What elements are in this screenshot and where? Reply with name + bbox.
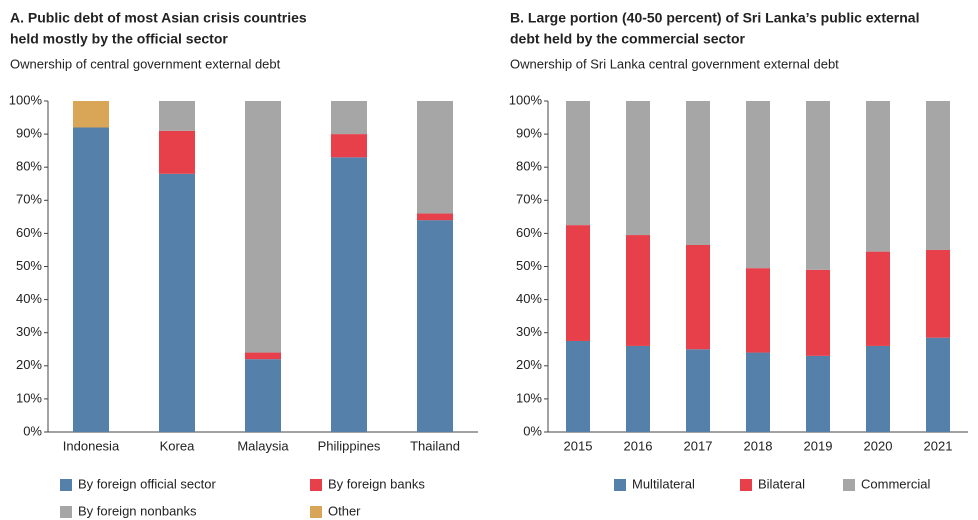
legend-swatch bbox=[60, 506, 72, 518]
y-tick-label: 0% bbox=[23, 423, 42, 438]
y-tick-label: 60% bbox=[516, 225, 542, 240]
legend-label: Bilateral bbox=[758, 476, 805, 491]
x-tick-label: Indonesia bbox=[63, 438, 120, 453]
bar-segment bbox=[806, 101, 830, 270]
bar-segment bbox=[331, 157, 367, 432]
x-tick-label: 2016 bbox=[624, 438, 653, 453]
bar-segment bbox=[566, 340, 590, 432]
y-tick-label: 30% bbox=[516, 324, 542, 339]
legend-swatch bbox=[60, 479, 72, 491]
bar-segment bbox=[806, 269, 830, 356]
y-tick-label: 40% bbox=[516, 291, 542, 306]
bar-segment bbox=[746, 268, 770, 353]
legend-label: Other bbox=[328, 503, 361, 518]
legend-swatch bbox=[843, 479, 855, 491]
y-tick-label: 30% bbox=[16, 324, 42, 339]
bar-segment bbox=[417, 101, 453, 214]
bar-segment bbox=[926, 249, 950, 338]
y-tick-label: 100% bbox=[9, 92, 43, 107]
bar-segment bbox=[926, 337, 950, 432]
bar-segment bbox=[746, 352, 770, 432]
bar-segment bbox=[566, 101, 590, 226]
bar-segment bbox=[866, 345, 890, 432]
y-tick-label: 50% bbox=[16, 258, 42, 273]
y-tick-label: 0% bbox=[523, 423, 542, 438]
legend-label: By foreign nonbanks bbox=[78, 503, 197, 518]
bar-segment bbox=[331, 101, 367, 135]
y-tick-label: 40% bbox=[16, 291, 42, 306]
bar-segment bbox=[686, 101, 710, 245]
bar-segment bbox=[73, 101, 109, 128]
chart-subtitle: Ownership of central government external… bbox=[10, 56, 281, 71]
x-tick-label: Malaysia bbox=[237, 438, 289, 453]
chart-subtitle: Ownership of Sri Lanka central governmen… bbox=[510, 56, 839, 71]
legend-swatch bbox=[740, 479, 752, 491]
x-tick-label: 2017 bbox=[684, 438, 713, 453]
bar-segment bbox=[626, 235, 650, 346]
chart-title: B. Large portion (40-50 percent) of Sri … bbox=[510, 10, 919, 26]
y-tick-label: 90% bbox=[516, 126, 542, 141]
y-tick-label: 70% bbox=[16, 192, 42, 207]
bar-segment bbox=[806, 355, 830, 432]
y-tick-label: 60% bbox=[16, 225, 42, 240]
legend-swatch bbox=[310, 479, 322, 491]
bar-segment bbox=[245, 101, 281, 353]
legend-label: Commercial bbox=[861, 476, 930, 491]
x-tick-label: Korea bbox=[160, 438, 195, 453]
x-tick-label: Philippines bbox=[318, 438, 381, 453]
y-tick-label: 80% bbox=[516, 159, 542, 174]
bar-segment bbox=[245, 352, 281, 360]
x-tick-label: 2015 bbox=[564, 438, 593, 453]
bar-segment bbox=[566, 225, 590, 341]
y-tick-label: 50% bbox=[516, 258, 542, 273]
legend-swatch bbox=[310, 506, 322, 518]
bar-segment bbox=[159, 130, 195, 174]
y-tick-label: 70% bbox=[516, 192, 542, 207]
x-tick-label: 2018 bbox=[744, 438, 773, 453]
bar-segment bbox=[926, 101, 950, 250]
x-tick-label: 2019 bbox=[804, 438, 833, 453]
bar-segment bbox=[866, 251, 890, 346]
x-tick-label: 2020 bbox=[864, 438, 893, 453]
y-tick-label: 10% bbox=[516, 390, 542, 405]
chart-title: debt held by the commercial sector bbox=[510, 31, 746, 47]
bar-segment bbox=[417, 220, 453, 432]
bar-segment bbox=[159, 173, 195, 432]
chart-title: held mostly by the official sector bbox=[10, 31, 228, 47]
bar-segment bbox=[746, 101, 770, 269]
bar-segment bbox=[245, 359, 281, 432]
chart-title: A. Public debt of most Asian crisis coun… bbox=[10, 10, 307, 26]
bar-segment bbox=[73, 127, 109, 432]
y-tick-label: 10% bbox=[16, 390, 42, 405]
y-tick-label: 80% bbox=[16, 159, 42, 174]
bar-segment bbox=[331, 134, 367, 158]
y-tick-label: 20% bbox=[516, 357, 542, 372]
bar-segment bbox=[626, 345, 650, 432]
legend-label: Multilateral bbox=[632, 476, 695, 491]
bar-segment bbox=[417, 213, 453, 221]
legend-swatch bbox=[614, 479, 626, 491]
bar-segment bbox=[159, 101, 195, 131]
legend-label: By foreign official sector bbox=[78, 476, 216, 491]
bar-segment bbox=[626, 101, 650, 236]
x-tick-label: Thailand bbox=[410, 438, 460, 453]
legend-label: By foreign banks bbox=[328, 476, 425, 491]
y-tick-label: 20% bbox=[16, 357, 42, 372]
y-tick-label: 90% bbox=[16, 126, 42, 141]
y-tick-label: 100% bbox=[509, 92, 543, 107]
bar-segment bbox=[866, 101, 890, 252]
bar-segment bbox=[686, 244, 710, 350]
x-tick-label: 2021 bbox=[924, 438, 953, 453]
bar-segment bbox=[686, 349, 710, 432]
